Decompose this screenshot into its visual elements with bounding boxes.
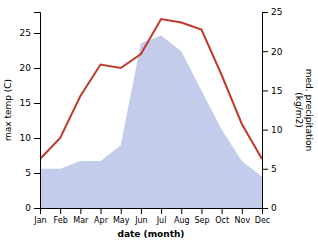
tick-mark [34, 138, 40, 139]
tick-label: 20 [20, 63, 32, 73]
tick-mark [262, 12, 268, 13]
tick-label: Jun [134, 216, 148, 225]
x-tick: Mar [73, 208, 89, 225]
tick-label: 5 [25, 168, 31, 178]
y-tick: 5 [25, 168, 40, 178]
axis-line [41, 209, 263, 215]
tick-label: 5 [271, 164, 277, 174]
tick-mark [34, 173, 40, 174]
tick-mark [34, 103, 40, 104]
tick-label: Feb [54, 216, 68, 225]
y-tick: 10 [20, 133, 40, 143]
tick-mark [201, 208, 202, 214]
tick-label: Jul [156, 216, 167, 225]
tick-mark [181, 208, 182, 214]
x-tick: Jan [33, 208, 46, 225]
x-tick: Jul [156, 208, 167, 225]
x-tick: Nov [235, 208, 251, 225]
y-tick: 0 [25, 203, 40, 213]
y-tick: 20 [20, 63, 40, 73]
tick-mark [262, 208, 268, 209]
y-tick: 15 [20, 98, 40, 108]
x-tick: May [113, 208, 130, 225]
tick-mark [121, 208, 122, 214]
tick-mark [262, 90, 268, 91]
tick-mark [34, 68, 40, 69]
chart: JanFebMarAprMayJunJulAugSepOctNovDec0510… [0, 0, 318, 242]
marks [40, 19, 262, 208]
y-tick: 20 [262, 47, 283, 57]
tick-label: Dec [255, 216, 270, 225]
x-axis-title: date (month) [118, 229, 185, 239]
tick-label: Mar [73, 216, 89, 225]
x-tick: Oct [215, 208, 229, 225]
tick-label: Apr [94, 216, 109, 225]
tick-label: 0 [25, 203, 31, 213]
tick-label: Jan [33, 216, 46, 225]
tick-label: Aug [174, 216, 190, 225]
tick-mark [262, 169, 268, 170]
x-tick: Jun [134, 208, 148, 225]
tick-mark [34, 33, 40, 34]
y-tick: 10 [262, 125, 283, 135]
tick-label: Oct [215, 216, 229, 225]
y-tick: 25 [262, 7, 282, 17]
y-axis-title: max temp (C) [3, 79, 13, 141]
y-tick: 0 [262, 203, 277, 213]
y2-axis: 0 5 10 15 20 25 [262, 7, 283, 213]
tick-label: 15 [20, 98, 31, 108]
tick-mark [222, 208, 223, 214]
tick-label: 25 [271, 7, 282, 17]
tick-label: 10 [271, 125, 283, 135]
axis-line [34, 13, 41, 209]
tick-mark [262, 130, 268, 131]
tick-label: 25 [20, 28, 31, 38]
area [40, 36, 262, 208]
tick-mark [262, 51, 268, 52]
y-tick: 15 [262, 86, 282, 96]
tick-mark [60, 208, 61, 214]
y-tick: 25 [20, 28, 40, 38]
tick-label: 10 [20, 133, 32, 143]
y-tick: 5 [262, 164, 277, 174]
x-tick: Feb [54, 208, 68, 225]
tick-mark [34, 208, 40, 209]
line [40, 19, 262, 159]
tick-mark [80, 208, 81, 214]
tick-mark [101, 208, 102, 214]
tick-label: 0 [271, 203, 277, 213]
plot: JanFebMarAprMayJunJulAugSepOctNovDec0510… [20, 7, 283, 224]
x-tick: Aug [174, 208, 190, 225]
x-tick: Sep [194, 208, 209, 225]
tick-label: 20 [271, 47, 283, 57]
tick-mark [141, 208, 142, 214]
y-axis: 0 5 10 15 20 25 [20, 13, 41, 214]
x-axis: Jan Feb Mar Apr May Jun Jul Aug Sep Oct Nov Dec [33, 208, 270, 225]
y2-axis-title: med. precipitation(kg/m2) [294, 69, 314, 151]
tick-label: Nov [235, 216, 251, 225]
x-tick: Dec [255, 208, 270, 225]
tick-mark [242, 208, 243, 214]
tick-label: May [113, 216, 130, 225]
tick-label: Sep [194, 216, 209, 225]
tick-mark [161, 208, 162, 214]
tick-label: 15 [271, 86, 282, 96]
x-tick: Apr [94, 208, 109, 225]
axis-line [263, 13, 269, 209]
